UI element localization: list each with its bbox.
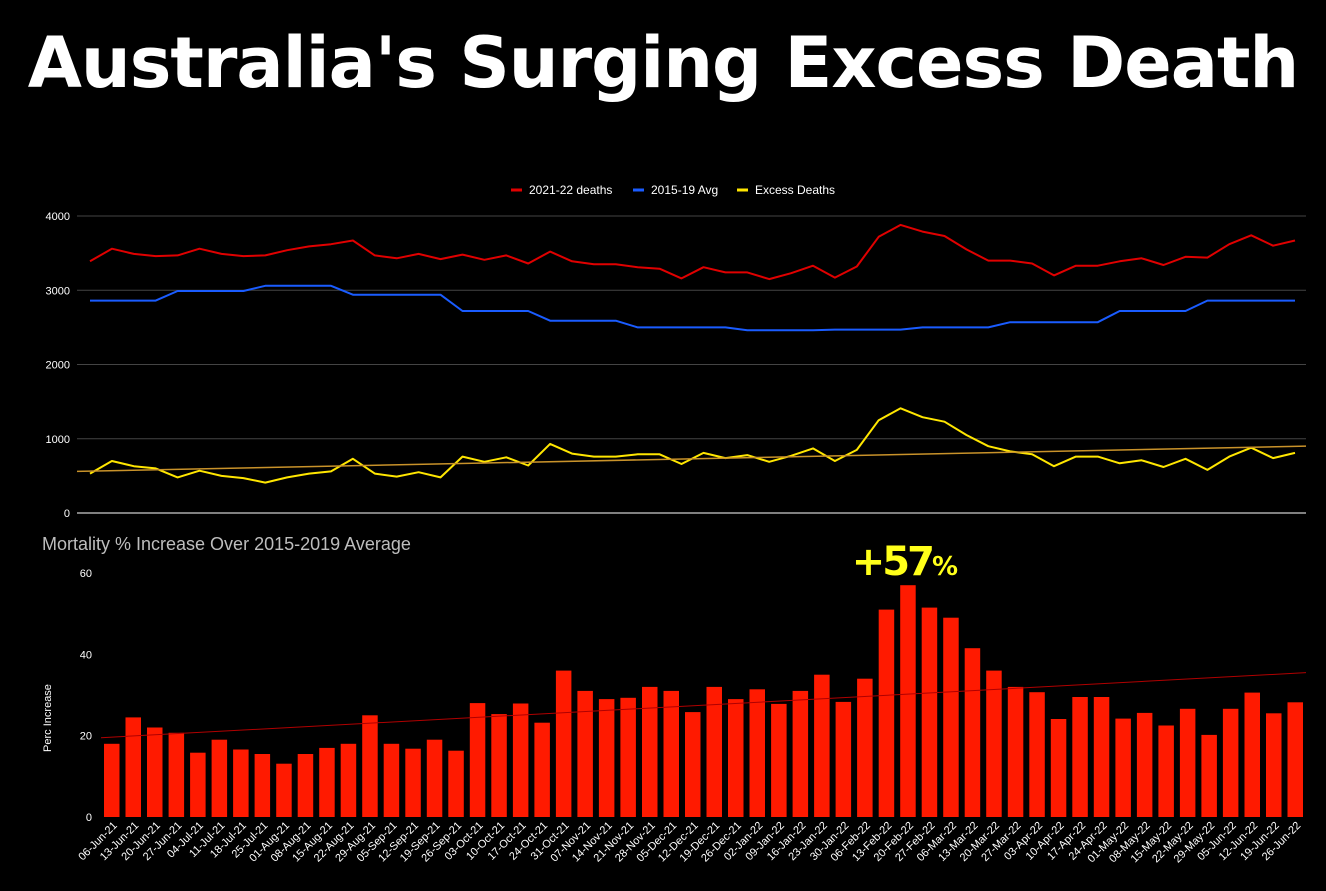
bar-13-feb-22 bbox=[878, 609, 895, 817]
bar-18-jul-21 bbox=[233, 749, 249, 817]
bar-10-apr-22 bbox=[1050, 719, 1067, 817]
bar-10-oct-21 bbox=[491, 714, 507, 817]
bar-y-tick-20: 20 bbox=[80, 731, 92, 743]
bar-16-jan-22 bbox=[792, 690, 809, 817]
bar-22-may-22 bbox=[1179, 708, 1196, 817]
bar-28-nov-21 bbox=[642, 686, 658, 817]
bar-14-nov-21 bbox=[598, 699, 615, 817]
bar-03-oct-21 bbox=[469, 703, 486, 817]
bar-13-mar-22 bbox=[964, 648, 981, 817]
bar-26-jun-22 bbox=[1287, 702, 1303, 817]
bar-08-aug-21 bbox=[297, 754, 314, 817]
bar-04-jul-21 bbox=[190, 752, 206, 817]
bar-20-feb-22 bbox=[900, 585, 916, 817]
bar-24-oct-21 bbox=[534, 722, 550, 817]
bar-17-oct-21 bbox=[512, 703, 529, 817]
bar-chart-bars bbox=[104, 585, 1303, 817]
line-chart-grid bbox=[77, 215, 1306, 514]
peak-annotation-value: +57 bbox=[852, 539, 932, 585]
bar-12-jun-22 bbox=[1244, 692, 1260, 817]
series-line-2021-22-deaths bbox=[89, 223, 1296, 281]
bar-21-nov-21 bbox=[620, 697, 636, 817]
peak-annotation: +57% bbox=[852, 539, 958, 585]
bar-22-aug-21 bbox=[340, 743, 357, 817]
legend-label-2021-22-deaths: 2021-22 deaths bbox=[529, 183, 612, 197]
bar-chart-trendline bbox=[100, 672, 1307, 739]
bar-y-tick-60: 60 bbox=[80, 568, 92, 580]
bar-20-jun-21 bbox=[147, 727, 163, 817]
bar-19-dec-21 bbox=[706, 686, 722, 817]
peak-annotation-label: +57% bbox=[852, 539, 958, 585]
bar-08-may-22 bbox=[1136, 712, 1153, 817]
bar-17-apr-22 bbox=[1072, 697, 1088, 817]
line-chart-series bbox=[76, 223, 1307, 484]
bar-15-aug-21 bbox=[319, 747, 335, 817]
bar-23-jan-22 bbox=[814, 674, 830, 817]
bar-31-oct-21 bbox=[555, 670, 572, 817]
bar-02-jan-22 bbox=[749, 689, 765, 817]
bar-27-jun-21 bbox=[168, 732, 185, 817]
bar-12-sep-21 bbox=[405, 748, 421, 817]
legend-label-excess-deaths: Excess Deaths bbox=[755, 183, 835, 197]
bar-06-mar-22 bbox=[943, 617, 959, 817]
bar-26-sep-21 bbox=[448, 750, 464, 817]
bar-05-jun-22 bbox=[1222, 708, 1239, 817]
bar-11-jul-21 bbox=[211, 739, 228, 817]
y-tick-1000: 1000 bbox=[46, 434, 70, 446]
bar-13-jun-21 bbox=[125, 717, 141, 817]
bar-15-may-22 bbox=[1158, 725, 1174, 817]
legend-label-2015-19-avg: 2015-19 Avg bbox=[651, 183, 718, 197]
excess-deaths-trendline bbox=[76, 445, 1307, 473]
bar-y-tick-40: 40 bbox=[80, 649, 92, 661]
y-tick-4000: 4000 bbox=[46, 211, 70, 223]
line-chart-y-ticks: 0 1000 2000 3000 4000 bbox=[46, 211, 70, 520]
bar-25-jul-21 bbox=[254, 754, 271, 817]
bar-05-dec-21 bbox=[663, 690, 679, 817]
bar-chart-x-ticks: 06-Jun-2113-Jun-2120-Jun-2127-Jun-2104-J… bbox=[76, 820, 1303, 866]
bar-chart-y-axis-label: Perc Increase bbox=[42, 684, 54, 752]
y-tick-3000: 3000 bbox=[46, 285, 70, 297]
bar-29-aug-21 bbox=[362, 715, 378, 817]
bar-27-feb-22 bbox=[921, 607, 938, 817]
bar-01-may-22 bbox=[1115, 718, 1131, 817]
bar-26-dec-21 bbox=[728, 699, 744, 817]
y-tick-0: 0 bbox=[64, 508, 70, 520]
bar-y-tick-0: 0 bbox=[86, 812, 92, 824]
bar-chart-y-ticks: 0 20 40 60 bbox=[80, 568, 92, 824]
bar-19-sep-21 bbox=[426, 739, 443, 817]
bar-trendline-line bbox=[100, 672, 1307, 739]
bar-12-dec-21 bbox=[685, 712, 701, 817]
page-title: Australia's Surging Excess Death bbox=[27, 22, 1300, 104]
bar-06-feb-22 bbox=[857, 678, 873, 817]
bar-27-mar-22 bbox=[1007, 686, 1024, 817]
y-tick-2000: 2000 bbox=[46, 360, 70, 372]
bar-07-nov-21 bbox=[577, 690, 593, 817]
legend: 2021-22 deaths 2015-19 Avg Excess Deaths bbox=[511, 183, 835, 197]
bar-06-jun-21 bbox=[104, 743, 120, 817]
peak-annotation-percent-sign: % bbox=[932, 552, 958, 582]
bar-19-jun-22 bbox=[1266, 713, 1282, 817]
series-line-2015-19-avg bbox=[90, 284, 1295, 332]
bar-chart-title: Mortality % Increase Over 2015-2019 Aver… bbox=[42, 534, 411, 554]
bar-01-aug-21 bbox=[276, 763, 292, 817]
bar-03-apr-22 bbox=[1029, 692, 1045, 817]
bar-30-jan-22 bbox=[835, 701, 852, 817]
bar-09-jan-22 bbox=[771, 703, 787, 817]
series-line-excess-deaths bbox=[89, 407, 1296, 484]
bar-05-sep-21 bbox=[383, 743, 400, 817]
bar-29-may-22 bbox=[1201, 734, 1217, 817]
bar-20-mar-22 bbox=[986, 670, 1002, 817]
bar-24-apr-22 bbox=[1093, 697, 1110, 817]
